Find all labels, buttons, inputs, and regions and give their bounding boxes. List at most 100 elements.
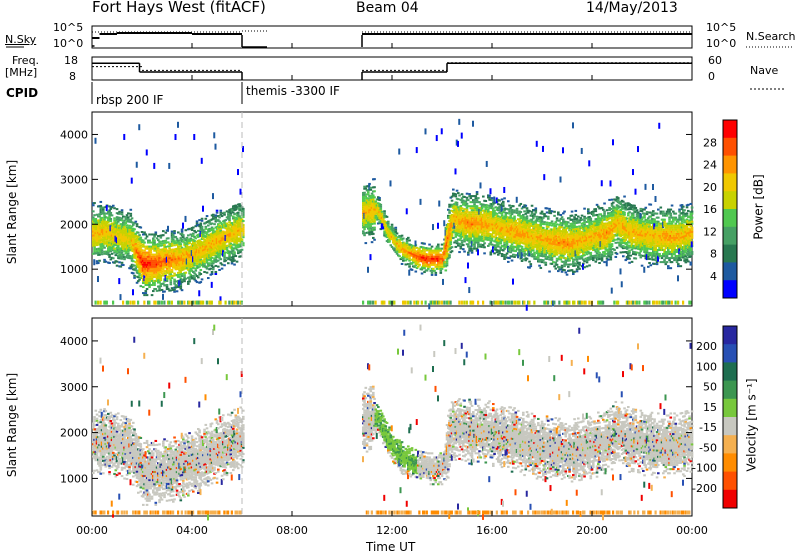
power-cell xyxy=(214,214,218,217)
power-cell xyxy=(188,278,191,281)
power-cell xyxy=(143,249,146,252)
power-cell xyxy=(173,290,176,293)
power-outlier xyxy=(143,275,146,282)
power-cell xyxy=(559,268,563,271)
power-cell xyxy=(392,227,395,230)
power-cell xyxy=(208,262,211,265)
power-outlier xyxy=(435,135,438,142)
power-cell xyxy=(218,256,221,259)
power-cell xyxy=(417,265,420,268)
power-cell xyxy=(177,239,180,242)
power-scatter-cells xyxy=(92,118,694,311)
power-cell xyxy=(503,255,506,258)
power-cell xyxy=(99,213,103,216)
power-near-range xyxy=(389,300,392,305)
power-cell xyxy=(208,227,211,230)
power-cell xyxy=(200,227,204,230)
power-cell xyxy=(158,287,161,290)
power-cell xyxy=(225,244,229,247)
power-cell xyxy=(538,260,541,263)
power-near-range xyxy=(160,300,163,305)
power-cell xyxy=(223,264,226,267)
power-cell xyxy=(537,254,540,257)
power-cell xyxy=(204,227,208,230)
power-cell xyxy=(98,259,101,262)
power-outlier xyxy=(97,276,99,283)
power-near-range xyxy=(219,300,222,305)
power-cell xyxy=(239,251,243,254)
power-cell xyxy=(197,235,200,238)
power-near-range xyxy=(133,300,136,305)
power-cell xyxy=(469,201,473,204)
power-outlier xyxy=(419,198,422,205)
power-cell xyxy=(224,259,228,262)
power-cell xyxy=(492,235,495,238)
power-near-range xyxy=(208,300,211,305)
power-cell xyxy=(509,216,513,219)
power-cell xyxy=(169,281,173,284)
power-cell xyxy=(205,267,209,270)
power-cell xyxy=(218,254,221,257)
power-cell xyxy=(152,237,155,240)
power-cell xyxy=(553,210,556,213)
power-cell xyxy=(395,242,399,245)
power-cell xyxy=(534,221,538,224)
power-cell xyxy=(190,228,194,232)
power-near-range xyxy=(199,300,202,305)
power-cell xyxy=(524,253,528,256)
power-cell xyxy=(524,249,528,252)
power-cell xyxy=(487,210,490,213)
power-cell xyxy=(157,267,160,270)
noise-right-tick-bottom: 10^0 xyxy=(706,37,737,50)
power-near-range xyxy=(523,300,526,305)
power-cell xyxy=(504,238,508,241)
power-near-range xyxy=(544,300,547,305)
power-cell xyxy=(173,230,176,233)
power-outlier xyxy=(507,245,509,252)
power-cell xyxy=(138,234,141,237)
power-cell xyxy=(178,247,181,250)
power-cell xyxy=(547,225,550,228)
power-cell xyxy=(509,206,513,209)
power-cell xyxy=(462,209,465,212)
power-cell xyxy=(142,251,145,254)
power-cell xyxy=(557,270,560,273)
power-cell xyxy=(477,233,480,236)
power-cell xyxy=(519,223,523,226)
power-cell xyxy=(160,272,164,275)
power-cell xyxy=(433,269,436,272)
power-cell xyxy=(105,238,109,241)
power-outlier xyxy=(184,215,187,222)
power-cell xyxy=(544,261,548,264)
power-cell xyxy=(485,206,489,209)
power-cell xyxy=(560,252,564,255)
power-outlier xyxy=(478,208,481,215)
power-cell xyxy=(455,189,459,192)
power-cell xyxy=(369,225,373,228)
power-cell xyxy=(505,244,509,247)
power-cell xyxy=(402,237,405,240)
power-cell xyxy=(229,224,233,227)
power-cell xyxy=(498,252,501,255)
power-cell xyxy=(209,255,213,258)
power-cell xyxy=(198,219,201,222)
power-near-range xyxy=(502,300,505,305)
power-cell xyxy=(519,202,523,205)
power-cell xyxy=(369,186,373,189)
power-cell xyxy=(425,261,429,264)
power-near-range xyxy=(99,300,102,305)
power-cell xyxy=(230,222,234,225)
power-cell xyxy=(474,239,478,242)
power-cell xyxy=(165,283,169,287)
power-cell xyxy=(202,243,205,246)
power-cell xyxy=(540,220,544,223)
power-cell xyxy=(367,191,370,194)
power-cell xyxy=(560,256,564,259)
power-cell xyxy=(150,233,154,236)
power-cell xyxy=(148,233,151,236)
power-cell xyxy=(235,248,239,251)
power-cell xyxy=(170,268,174,271)
power-cell xyxy=(212,268,215,271)
power-cell xyxy=(154,231,158,234)
power-cell xyxy=(103,240,106,243)
